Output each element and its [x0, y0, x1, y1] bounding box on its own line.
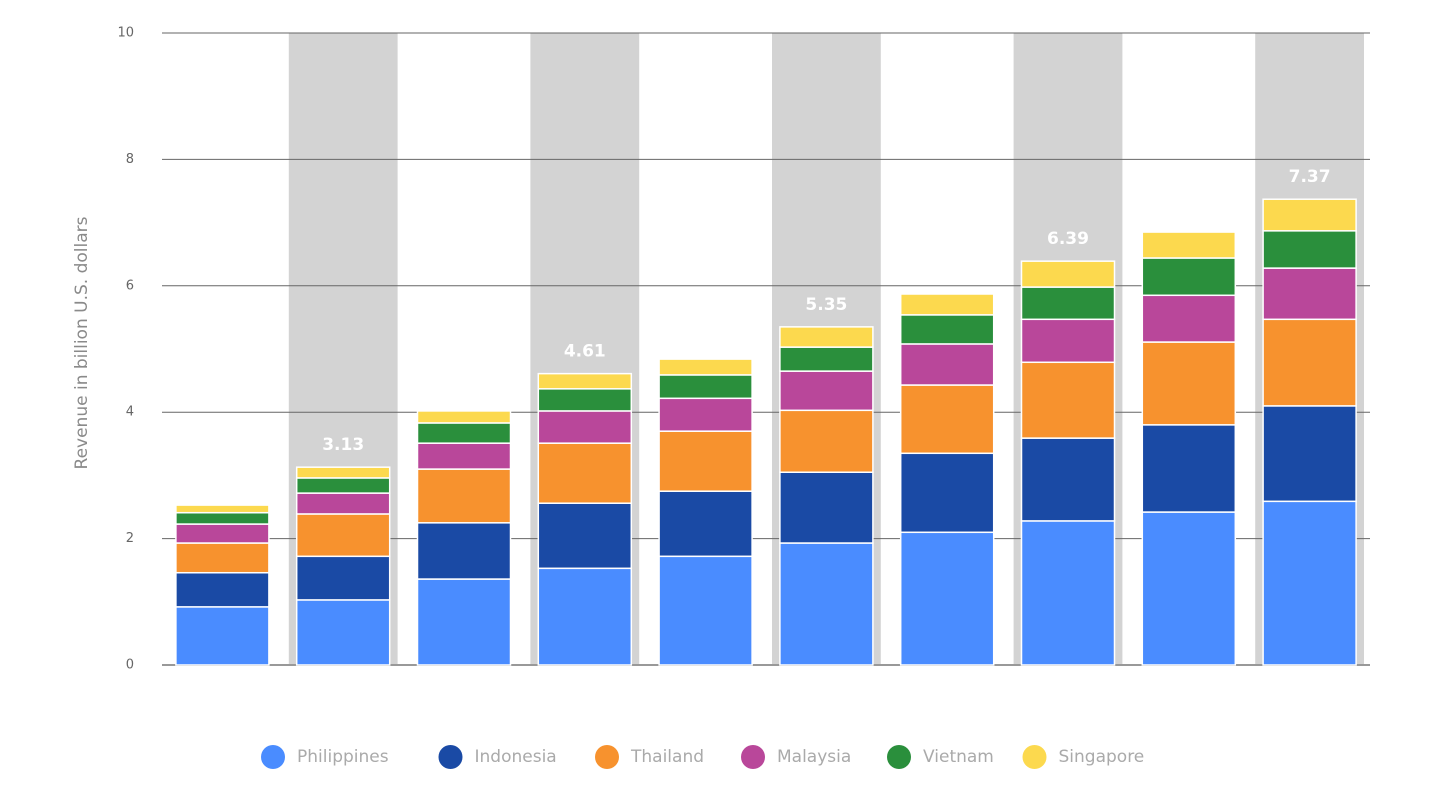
legend-marker [741, 745, 765, 769]
bar-segment [899, 531, 995, 666]
legend-label: Indonesia [475, 747, 557, 767]
bar-segment [416, 410, 512, 424]
legend-label: Philippines [297, 747, 389, 767]
bar-segment [1262, 500, 1357, 666]
bar-segment [1020, 437, 1116, 522]
bar-segment [175, 606, 270, 666]
bar-segment [416, 578, 512, 666]
bar-segment [175, 504, 270, 514]
bar-segment [295, 466, 391, 479]
bar-segment [416, 422, 512, 444]
y-tick-label: 8 [126, 152, 134, 167]
bar-segment [537, 502, 633, 570]
bar-segment [1262, 267, 1357, 321]
bar-segment [416, 468, 512, 524]
bar-segment [1141, 511, 1237, 666]
legend-marker [887, 745, 911, 769]
y-tick-label: 4 [126, 405, 134, 420]
bar-segment [537, 442, 633, 504]
bar-segment [779, 346, 874, 372]
bar-segment [1020, 260, 1116, 288]
total-label: 7.37 [1289, 167, 1331, 187]
bar-segment [1141, 231, 1237, 259]
bar-segment [779, 471, 874, 544]
bar-segment [295, 555, 391, 601]
bar-segment [658, 430, 753, 492]
bar-segment [1020, 318, 1116, 364]
bar-segment [779, 326, 874, 348]
bar-segment [295, 477, 391, 494]
bar-segment [779, 542, 874, 666]
bar-segment [658, 490, 753, 558]
bar-segment [295, 513, 391, 558]
bar-segment [1020, 286, 1116, 321]
legend-marker [595, 745, 619, 769]
bar-segment [658, 358, 753, 376]
bar-segment [658, 397, 753, 432]
bar-segment [899, 343, 995, 386]
bar-segment [658, 374, 753, 400]
bar-segment [1262, 318, 1357, 407]
bar-segment [1020, 361, 1116, 439]
legend-label: Malaysia [777, 747, 851, 767]
bar-segment [295, 599, 391, 666]
bar-segment [1141, 257, 1237, 297]
total-label: 5.35 [805, 295, 847, 315]
bar-segment [1262, 405, 1357, 503]
legend-marker [1022, 745, 1047, 769]
bar-segment [416, 442, 512, 470]
y-axis-label: Revenue in billion U.S. dollars [72, 216, 92, 469]
bar-segment [537, 388, 633, 412]
legend-label: Thailand [630, 747, 704, 767]
bar-segment [779, 370, 874, 412]
total-label: 4.61 [564, 342, 606, 362]
y-tick-label: 10 [117, 26, 134, 41]
bar-segment [1141, 294, 1237, 343]
legend-marker [438, 745, 463, 769]
bar-segment [779, 409, 874, 473]
bar-segment [899, 293, 995, 316]
bar-segment [175, 542, 270, 574]
bar-segment [1262, 198, 1357, 232]
bar-segment [899, 384, 995, 455]
bar-segment [658, 555, 753, 666]
bar-segment [899, 314, 995, 345]
legend-label: Vietnam [923, 747, 994, 767]
y-tick-label: 0 [126, 658, 134, 673]
bar-segment [175, 523, 270, 544]
bar-segment [1020, 520, 1116, 666]
legend-marker [261, 745, 285, 769]
legend-label: Singapore [1059, 747, 1145, 767]
y-tick-label: 2 [126, 531, 134, 546]
total-label: 3.13 [322, 435, 364, 455]
bar-segment [1141, 424, 1237, 513]
y-tick-label: 6 [126, 278, 134, 293]
bar-segment [537, 372, 633, 390]
bar-segment [537, 410, 633, 444]
total-label: 6.39 [1047, 229, 1089, 249]
bar-segment [899, 452, 995, 534]
bar-segment [537, 567, 633, 666]
bar-segment [416, 522, 512, 580]
bar-segment [1262, 230, 1357, 269]
bar-segment [175, 571, 270, 608]
bar-segment [295, 492, 391, 515]
bar-segment [1141, 341, 1237, 426]
bar-segment [175, 511, 270, 525]
